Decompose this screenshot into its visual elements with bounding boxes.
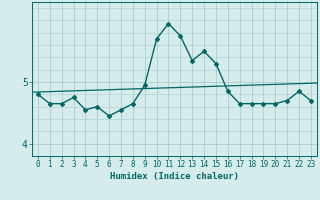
X-axis label: Humidex (Indice chaleur): Humidex (Indice chaleur) bbox=[110, 172, 239, 181]
